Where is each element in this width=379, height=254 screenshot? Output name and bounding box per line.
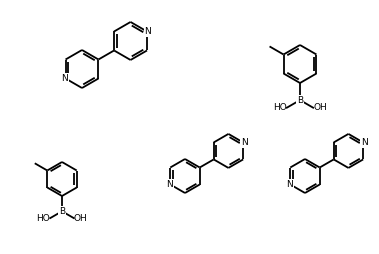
Text: HO: HO bbox=[273, 103, 287, 112]
Text: OH: OH bbox=[74, 214, 88, 223]
Text: N: N bbox=[61, 74, 68, 83]
Text: OH: OH bbox=[313, 103, 327, 112]
Text: N: N bbox=[166, 180, 173, 189]
Text: N: N bbox=[361, 138, 368, 147]
Text: B: B bbox=[297, 96, 303, 105]
Text: HO: HO bbox=[36, 214, 50, 223]
Text: N: N bbox=[145, 27, 151, 36]
Text: B: B bbox=[59, 207, 65, 216]
Text: N: N bbox=[286, 180, 293, 189]
Text: N: N bbox=[241, 138, 247, 147]
